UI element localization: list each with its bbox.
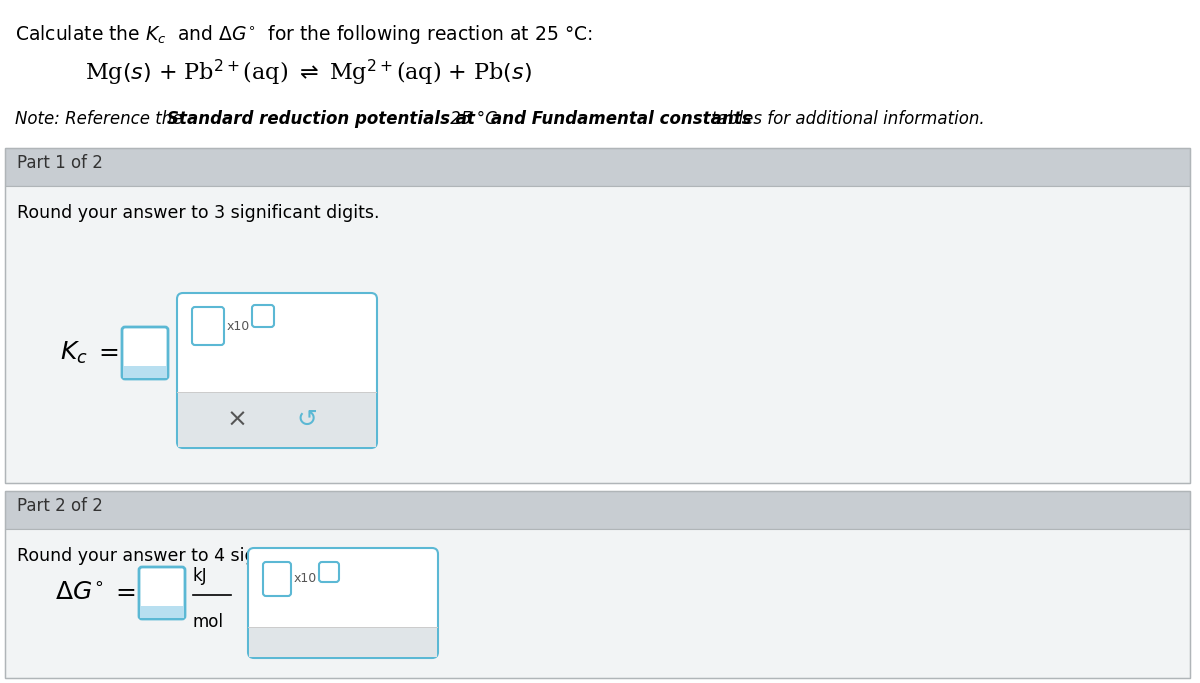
Text: Note: Reference the: Note: Reference the xyxy=(14,110,187,128)
Text: Standard reduction potentials at: Standard reduction potentials at xyxy=(167,110,475,128)
Bar xyxy=(178,393,376,447)
FancyBboxPatch shape xyxy=(178,293,377,448)
Text: Calculate the $K_c$  and $\Delta G^{\circ}$  for the following reaction at 25 °C: Calculate the $K_c$ and $\Delta G^{\circ… xyxy=(14,23,593,46)
Bar xyxy=(178,392,377,393)
Text: 25 °C: 25 °C xyxy=(445,110,502,128)
Text: Part 1 of 2: Part 1 of 2 xyxy=(17,154,103,172)
Bar xyxy=(250,628,437,657)
Text: mol: mol xyxy=(193,613,224,631)
FancyBboxPatch shape xyxy=(263,562,292,596)
FancyBboxPatch shape xyxy=(139,567,185,619)
Text: Part 2 of 2: Part 2 of 2 xyxy=(17,497,103,515)
Text: ↺: ↺ xyxy=(296,408,318,432)
Text: $K_c$: $K_c$ xyxy=(60,340,88,366)
FancyBboxPatch shape xyxy=(192,307,224,345)
Bar xyxy=(5,148,1190,186)
FancyBboxPatch shape xyxy=(122,327,168,379)
Bar xyxy=(140,606,184,618)
Text: kJ: kJ xyxy=(193,567,208,585)
Text: Round your answer to 3 significant digits.: Round your answer to 3 significant digit… xyxy=(17,204,379,222)
Text: ×: × xyxy=(227,408,247,432)
Text: =: = xyxy=(98,341,119,365)
Text: and Fundamental constants: and Fundamental constants xyxy=(491,110,751,128)
Text: tables for additional information.: tables for additional information. xyxy=(706,110,985,128)
Text: Mg$(s)$ + Pb$^{2+}$(aq) $\rightleftharpoons$ Mg$^{2+}$(aq) + Pb$(s)$: Mg$(s)$ + Pb$^{2+}$(aq) $\rightleftharpo… xyxy=(85,58,532,88)
Bar xyxy=(5,491,1190,678)
Text: Round your answer to 4 significant digits.: Round your answer to 4 significant digit… xyxy=(17,547,379,565)
FancyBboxPatch shape xyxy=(248,548,438,658)
FancyBboxPatch shape xyxy=(319,562,340,582)
Bar xyxy=(124,366,167,378)
Bar xyxy=(5,529,1190,678)
FancyBboxPatch shape xyxy=(252,305,274,327)
Bar xyxy=(248,627,438,628)
Text: $\Delta G^{\circ}$: $\Delta G^{\circ}$ xyxy=(55,581,103,605)
Text: x10: x10 xyxy=(294,572,317,585)
Bar xyxy=(5,491,1190,529)
Bar xyxy=(5,186,1190,483)
Text: x10: x10 xyxy=(227,320,251,333)
Bar xyxy=(5,148,1190,483)
Text: =: = xyxy=(115,581,136,605)
